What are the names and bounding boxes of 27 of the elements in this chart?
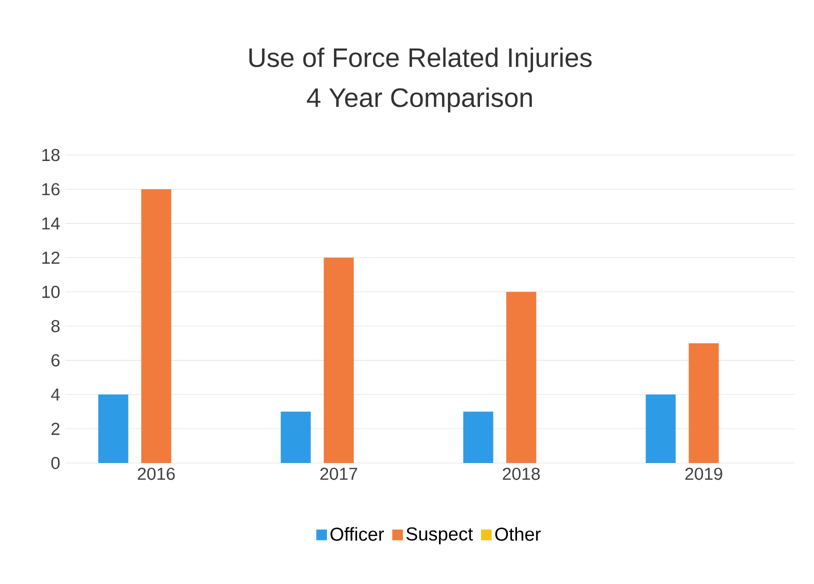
bar [463, 412, 494, 463]
y-tick-label: 14 [42, 217, 60, 230]
bar [280, 412, 311, 463]
legend-label: Officer [330, 527, 384, 541]
y-tick-label: 0 [51, 456, 60, 470]
y-tick-label: 10 [42, 286, 60, 298]
bar [324, 258, 354, 463]
bar [506, 292, 536, 463]
chart-subtitle: 4 Year Comparison [306, 88, 532, 112]
x-tick-label: 2016 [138, 468, 175, 480]
y-tick-label: 4 [51, 388, 60, 401]
bar [98, 394, 128, 463]
bar [141, 189, 172, 463]
legend-label: Suspect [406, 527, 473, 544]
chart-title: Use of Force Related Injuries [249, 48, 592, 72]
y-tick-label: 16 [42, 183, 60, 196]
x-tick-label: 2017 [320, 468, 358, 480]
x-tick-label: 2018 [502, 468, 540, 480]
legend-label: Other [495, 527, 541, 541]
y-tick-label: 2 [52, 422, 60, 435]
y-tick-label: 6 [52, 354, 60, 366]
y-tick-label: 18 [42, 148, 60, 162]
y-tick-label: 8 [51, 320, 60, 332]
y-tick-label: 12 [42, 252, 60, 264]
bar [646, 394, 676, 463]
bar [688, 343, 719, 463]
x-tick-label: 2019 [685, 468, 722, 480]
